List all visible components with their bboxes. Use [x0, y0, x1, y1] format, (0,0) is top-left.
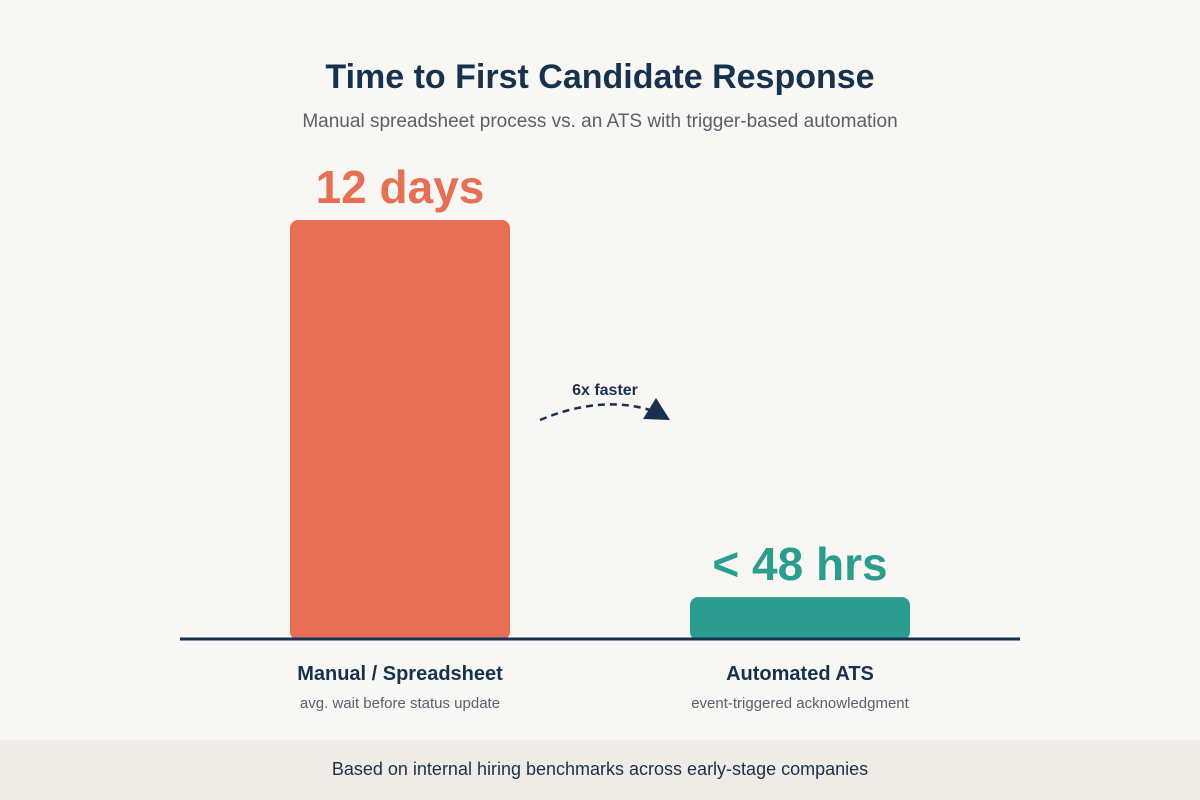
footer-bar: Based on internal hiring benchmarks acro… — [0, 740, 1200, 800]
annotation-arrow-head — [643, 398, 670, 420]
category-note-2: event-triggered acknowledgment — [691, 695, 909, 712]
bar-1 — [290, 220, 510, 640]
bar-chart: 6x faster 12 days Manual / Spreadsheet avg… — [180, 161, 1020, 712]
labels-layer: 12 days Manual / Spreadsheet avg. wait bef… — [297, 161, 909, 712]
annotation-arrow-curve — [539, 403, 651, 422]
bars-layer — [290, 220, 910, 640]
chart-subtitle: Manual spreadsheet process vs. an ATS wi… — [302, 111, 898, 132]
footer-text: Based on internal hiring benchmarks acro… — [331, 759, 869, 779]
data-label-2: < 48 hrs — [712, 538, 887, 590]
category-label-2: Automated ATS — [726, 663, 874, 685]
category-note-1: avg. wait before status update — [300, 695, 500, 712]
data-label-1: 12 days — [316, 161, 485, 213]
category-label-1: Manual / Spreadsheet — [297, 663, 503, 685]
chart-title: Time to First Candidate Response — [325, 58, 875, 96]
annotation-label: 6x faster — [572, 382, 638, 399]
annotation-layer: 6x faster — [539, 382, 670, 422]
bar-2 — [690, 597, 910, 640]
